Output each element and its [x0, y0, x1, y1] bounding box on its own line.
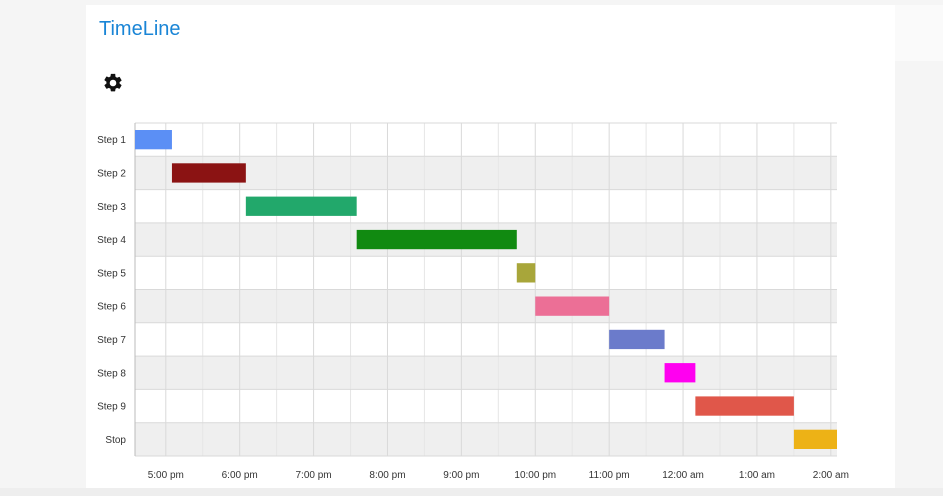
timeline-bar	[793, 429, 837, 449]
row-label: Step 2	[97, 168, 126, 179]
row-label: Step 6	[97, 302, 126, 313]
timeline-bar	[171, 163, 246, 183]
row-band	[135, 422, 837, 456]
gear-icon[interactable]	[102, 72, 124, 94]
x-tick-label: 6:00 pm	[222, 470, 258, 481]
row-label: Step 3	[97, 202, 126, 213]
x-tick-label: 8:00 pm	[369, 470, 405, 481]
row-label: Step 7	[97, 335, 126, 346]
timeline-bar	[609, 329, 665, 350]
timeline-bar	[135, 130, 172, 150]
row-band	[135, 289, 837, 323]
timeline-bar	[245, 196, 357, 216]
x-tick-label: 10:00 pm	[514, 470, 556, 481]
row-label: Step 5	[97, 268, 126, 279]
row-band	[135, 256, 837, 290]
timeline-bar	[356, 229, 517, 250]
timeline-chart: 5:00 pm 6:00 pm 7:00 pm 8:00 pm 9:00 pm 10:00…	[97, 122, 849, 481]
x-tick-label: 12:00 am	[662, 470, 704, 481]
row-band	[135, 123, 837, 157]
timeline-panel: TimeLine 5:00 pm 6:00 pm 7:00 pm 8:00 pm 9:0…	[86, 5, 895, 496]
timeline-bar	[664, 363, 696, 383]
row-label: Stop	[105, 435, 126, 446]
row-label: Step 9	[97, 402, 126, 413]
row-label: Step 1	[97, 135, 126, 146]
row-band	[135, 322, 837, 357]
x-tick-label: 7:00 pm	[296, 470, 332, 481]
x-tick-label: 9:00 pm	[443, 470, 479, 481]
x-tick-label: 2:00 am	[813, 470, 849, 481]
row-label: Step 8	[97, 368, 126, 379]
timeline-bar	[535, 296, 610, 316]
side-panel	[895, 5, 943, 61]
x-tick-label: 1:00 am	[739, 470, 775, 481]
row-band	[135, 356, 837, 390]
timeline-bar	[516, 263, 536, 283]
row-band	[135, 189, 837, 223]
page-title: TimeLine	[99, 18, 181, 40]
bottom-scroll-strip	[0, 488, 943, 496]
row-label: Step 4	[97, 235, 126, 246]
timeline-bar	[695, 396, 794, 416]
x-tick-label: 5:00 pm	[148, 470, 184, 481]
x-tick-label: 11:00 pm	[589, 470, 630, 481]
